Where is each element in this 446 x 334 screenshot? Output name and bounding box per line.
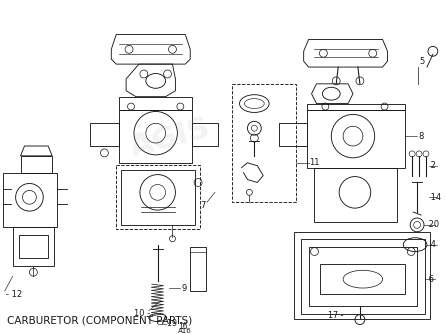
- Bar: [294, 232, 430, 319]
- Text: A16: A16: [178, 328, 192, 334]
- Bar: [231, 84, 296, 202]
- Text: 20: 20: [426, 220, 439, 229]
- Text: 2: 2: [428, 161, 436, 170]
- Text: 16: 16: [178, 322, 188, 331]
- Text: - 12: - 12: [6, 291, 22, 300]
- Text: CARBURETOR (COMPONENT PARTS): CARBURETOR (COMPONENT PARTS): [7, 316, 193, 326]
- Text: 17 -: 17 -: [328, 311, 344, 320]
- Text: 19 -: 19 -: [166, 319, 182, 328]
- Text: 5: 5: [419, 57, 424, 66]
- Text: 14: 14: [428, 193, 441, 202]
- Text: 8: 8: [418, 132, 423, 141]
- Text: 9: 9: [182, 284, 186, 293]
- Text: 10 -: 10 -: [134, 309, 150, 318]
- Text: 6: 6: [426, 275, 434, 284]
- Text: 11: 11: [310, 158, 320, 167]
- Text: AGIS: AGIS: [127, 114, 213, 163]
- Text: 7: 7: [200, 201, 206, 210]
- Bar: [116, 165, 200, 229]
- Text: 4: 4: [428, 240, 436, 249]
